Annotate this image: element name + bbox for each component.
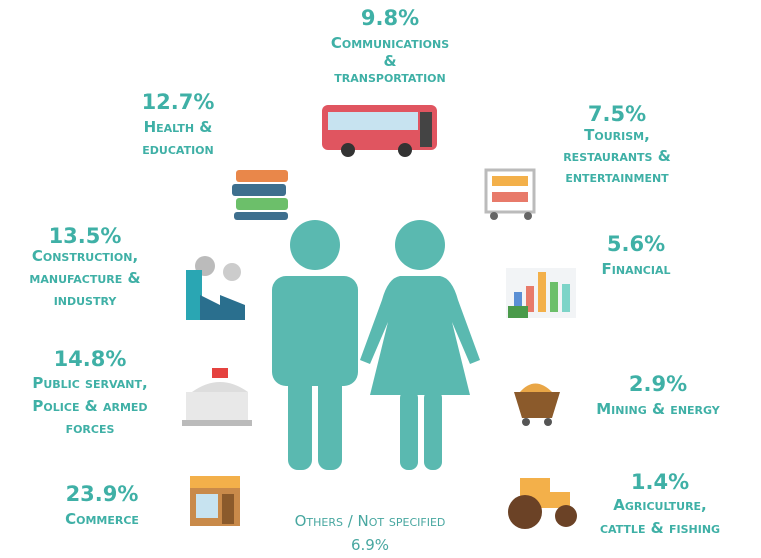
bus-icon [322,105,437,157]
sector-label: Commerce [65,512,139,527]
sector-label: Health & [144,120,213,135]
sector-label: manufacture & [29,271,140,286]
sector-label: Mining & energy [596,402,720,417]
sector-percent: 2.9% [629,374,687,395]
infographic: 9.8% Communications &transportation 12.7% He… [0,0,761,558]
sector-percent: 5.6% [607,234,665,255]
sector-label: industry [54,293,117,308]
sector-label: education [142,142,213,157]
others-label: Others / Not specified [295,514,446,529]
mining-icon [514,384,560,427]
sector-label: entertainment [565,170,668,185]
tractor-icon [508,478,577,529]
sector-label: & [383,54,396,69]
sector-percent: 23.9% [66,484,139,505]
shop-icon [190,476,240,526]
sector-label: restaurants & [563,149,671,164]
sector-percent: 12.7% [142,92,215,113]
others-percent: 6.9% [351,538,389,553]
sector-percent: 14.8% [54,349,127,370]
sector-percent: 7.5% [588,104,646,125]
sector-label: Communications [331,36,449,51]
sector-percent: 1.4% [631,472,689,493]
sector-label: Construction, [32,249,138,264]
sector-label: transportation [334,70,445,85]
sector-label: Public servant, [32,376,147,391]
factory-icon [186,256,245,320]
sector-label: cattle & fishing [600,521,720,536]
sector-label: forces [66,421,115,436]
people [272,220,480,470]
sector-label: Tourism, [584,128,650,143]
sector-label: Agriculture, [613,498,707,513]
cart-icon [486,170,534,220]
government-icon [182,368,252,426]
sector-percent: 13.5% [49,226,122,247]
books-icon [232,170,288,220]
sector-label: Financial [602,262,671,277]
sector-label: Police & armed [32,399,147,414]
sector-percent: 9.8% [361,8,419,29]
chart-icon [506,268,576,318]
